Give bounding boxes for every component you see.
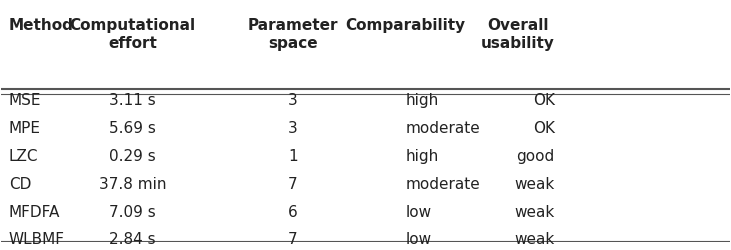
- Text: low: low: [406, 204, 432, 219]
- Text: LZC: LZC: [9, 148, 38, 163]
- Text: weak: weak: [515, 204, 555, 219]
- Text: OK: OK: [533, 121, 555, 136]
- Text: good: good: [517, 148, 555, 163]
- Text: Comparability: Comparability: [346, 18, 466, 33]
- Text: 3: 3: [288, 121, 298, 136]
- Text: Computational
effort: Computational effort: [69, 18, 195, 50]
- Text: Method: Method: [9, 18, 74, 33]
- Text: 3.11 s: 3.11 s: [109, 93, 156, 108]
- Text: OK: OK: [533, 93, 555, 108]
- Text: moderate: moderate: [406, 176, 480, 191]
- Text: MFDFA: MFDFA: [9, 204, 60, 219]
- Text: high: high: [406, 148, 439, 163]
- Text: 3: 3: [288, 93, 298, 108]
- Text: MSE: MSE: [9, 93, 41, 108]
- Text: 0.29 s: 0.29 s: [109, 148, 156, 163]
- Text: high: high: [406, 93, 439, 108]
- Text: weak: weak: [515, 176, 555, 191]
- Text: 2.84 s: 2.84 s: [109, 232, 156, 246]
- Text: moderate: moderate: [406, 121, 480, 136]
- Text: 1: 1: [288, 148, 298, 163]
- Text: Parameter
space: Parameter space: [247, 18, 338, 50]
- Text: 37.8 min: 37.8 min: [99, 176, 166, 191]
- Text: weak: weak: [515, 232, 555, 246]
- Text: 7: 7: [288, 232, 298, 246]
- Text: 7: 7: [288, 176, 298, 191]
- Text: 7.09 s: 7.09 s: [109, 204, 156, 219]
- Text: MPE: MPE: [9, 121, 41, 136]
- Text: CD: CD: [9, 176, 31, 191]
- Text: WLBMF: WLBMF: [9, 232, 64, 246]
- Text: 6: 6: [288, 204, 298, 219]
- Text: low: low: [406, 232, 432, 246]
- Text: Overall
usability: Overall usability: [481, 18, 555, 50]
- Text: 5.69 s: 5.69 s: [109, 121, 156, 136]
